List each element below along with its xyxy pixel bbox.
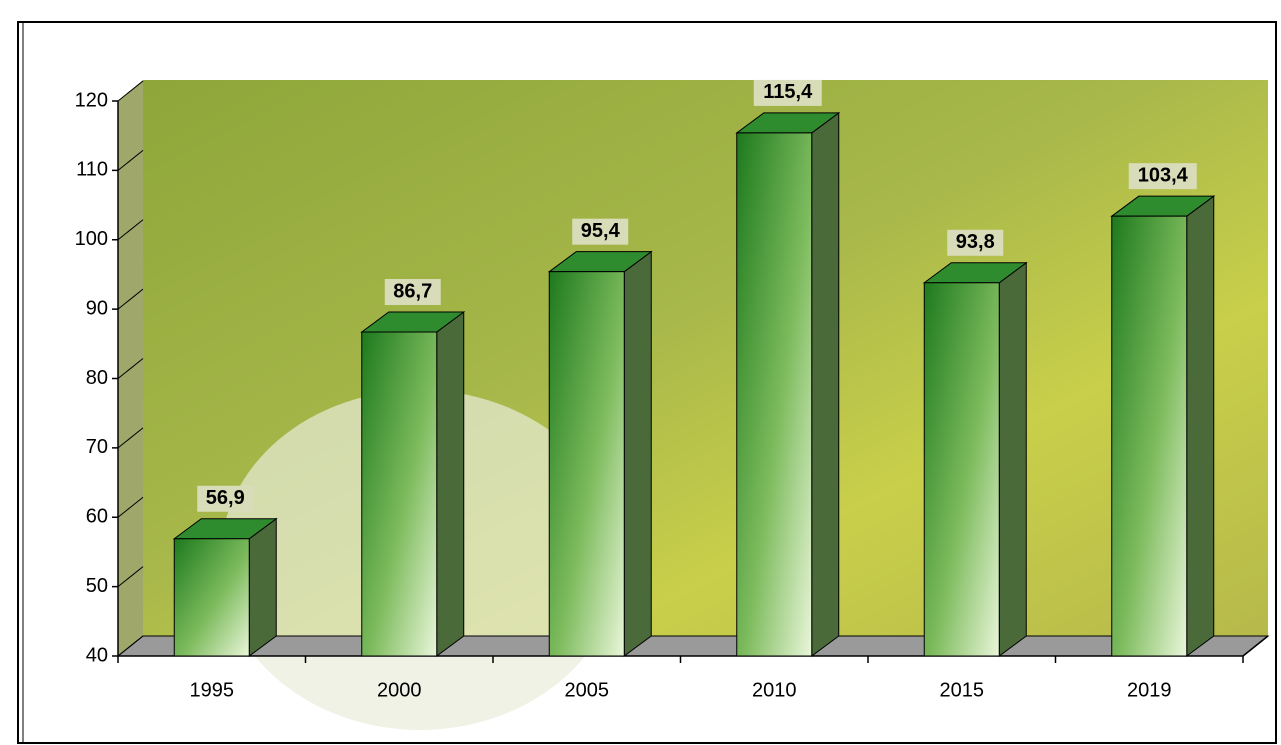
bar bbox=[548, 271, 625, 657]
y-tick-label: 40 bbox=[86, 644, 108, 666]
y-tick-depth bbox=[117, 635, 144, 657]
bar bbox=[736, 132, 813, 657]
y-tick-depth bbox=[117, 496, 144, 518]
value-label-box bbox=[947, 229, 1004, 256]
bar bbox=[923, 282, 1000, 657]
bar-side bbox=[1186, 195, 1215, 657]
value-label-box bbox=[572, 218, 629, 245]
y-tick-depth bbox=[117, 288, 144, 310]
value-label: 86,7 bbox=[393, 280, 432, 302]
y-tick-label: 110 bbox=[76, 159, 108, 181]
value-label: 103,4 bbox=[1138, 164, 1189, 186]
y-tick-label: 50 bbox=[86, 575, 108, 597]
y-tick-depth bbox=[117, 149, 144, 171]
y-tick-label: 120 bbox=[75, 89, 108, 111]
x-tick-label: 2005 bbox=[565, 679, 610, 701]
y-tick-depth bbox=[117, 358, 144, 379]
y-tick-depth bbox=[117, 80, 144, 102]
bar-side bbox=[436, 311, 465, 657]
value-label-box bbox=[197, 485, 254, 512]
x-tick-label: 2010 bbox=[752, 679, 797, 701]
y-tick-depth bbox=[117, 219, 144, 241]
value-label: 95,4 bbox=[581, 220, 621, 242]
y-tick-depth bbox=[117, 427, 144, 449]
x-tick-label: 2019 bbox=[1127, 679, 1172, 701]
x-tick-label: 2015 bbox=[940, 679, 985, 701]
bar bbox=[1111, 215, 1188, 657]
x-tick-label: 1995 bbox=[190, 679, 235, 701]
x-tick-label: 2000 bbox=[377, 679, 422, 701]
y-tick-label: 60 bbox=[86, 506, 108, 528]
y-tick-label: 90 bbox=[86, 297, 108, 319]
bar bbox=[173, 538, 250, 657]
value-label: 115,4 bbox=[763, 81, 813, 103]
value-label: 93,8 bbox=[956, 231, 995, 253]
value-label-box bbox=[384, 279, 441, 306]
y-tick-label: 70 bbox=[86, 436, 108, 458]
floor bbox=[116, 635, 1270, 657]
value-label-box bbox=[1128, 163, 1197, 190]
x-axis-depth bbox=[1242, 635, 1269, 657]
y-tick-label: 100 bbox=[75, 228, 108, 250]
bar-side bbox=[248, 517, 277, 657]
bar-side bbox=[998, 261, 1027, 657]
bar bbox=[361, 331, 438, 657]
bar-side bbox=[623, 250, 652, 657]
y-tick-label: 80 bbox=[86, 367, 108, 389]
y-tick-depth bbox=[117, 566, 144, 588]
value-label-box bbox=[753, 79, 822, 106]
bar-side bbox=[811, 111, 840, 657]
value-label: 56,9 bbox=[206, 487, 245, 509]
